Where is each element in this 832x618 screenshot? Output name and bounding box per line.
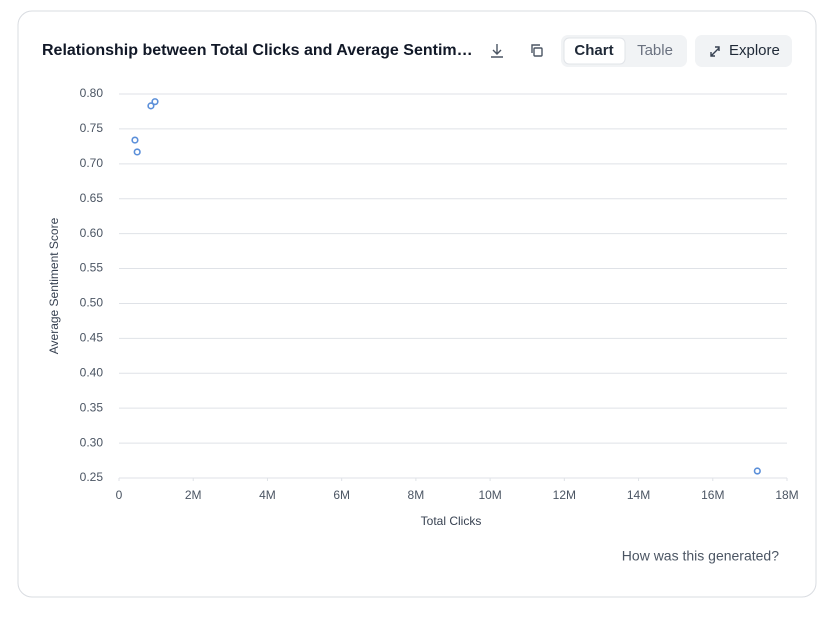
y-tick-label: 0.30 bbox=[80, 435, 104, 449]
chart-tab-label[interactable]: Chart bbox=[574, 42, 613, 59]
x-tick-label: 0 bbox=[116, 488, 123, 502]
x-axis-label: Total Clicks bbox=[421, 514, 482, 528]
x-tick-label: 10M bbox=[478, 488, 501, 502]
scatter-point bbox=[147, 102, 155, 110]
card-title: Relationship between Total Clicks and Av… bbox=[42, 42, 473, 59]
help-link[interactable]: How was this generated? bbox=[622, 548, 779, 564]
card bbox=[17, 10, 817, 598]
scatter-point bbox=[151, 98, 159, 106]
scatter-point bbox=[753, 467, 761, 475]
x-tick-label: 4M bbox=[259, 488, 276, 502]
copy-button[interactable] bbox=[531, 44, 543, 57]
y-tick-label: 0.55 bbox=[80, 261, 104, 275]
scatter-point bbox=[133, 148, 141, 156]
y-tick-label: 0.80 bbox=[80, 86, 104, 100]
y-tick-label: 0.75 bbox=[80, 121, 104, 135]
y-tick-label: 0.70 bbox=[80, 156, 104, 170]
y-tick-label: 0.25 bbox=[80, 470, 104, 484]
y-tick-label: 0.40 bbox=[80, 365, 104, 379]
x-tick-label: 6M bbox=[333, 488, 350, 502]
download-icon bbox=[491, 44, 503, 58]
copy-icon-back bbox=[531, 44, 540, 53]
y-axis-label: Average Sentiment Score bbox=[47, 217, 61, 354]
y-tick-label: 0.60 bbox=[80, 226, 104, 240]
copy-icon bbox=[533, 47, 543, 57]
x-tick-label: 14M bbox=[627, 488, 650, 502]
scatter-point bbox=[131, 136, 139, 144]
table-tab-label[interactable]: Table bbox=[637, 42, 673, 59]
explore-button[interactable] bbox=[695, 35, 792, 67]
x-tick-label: 2M bbox=[185, 488, 202, 502]
chart-tab[interactable] bbox=[563, 37, 626, 65]
explore-icon bbox=[710, 46, 720, 57]
x-tick-label: 12M bbox=[553, 488, 576, 502]
x-tick-label: 8M bbox=[408, 488, 425, 502]
download-button[interactable] bbox=[491, 44, 503, 58]
explore-label[interactable]: Explore bbox=[729, 42, 780, 59]
y-tick-label: 0.35 bbox=[80, 400, 104, 414]
y-tick-label: 0.45 bbox=[80, 331, 104, 345]
y-tick-label: 0.50 bbox=[80, 296, 104, 310]
x-tick-label: 18M bbox=[775, 488, 798, 502]
x-tick-label: 16M bbox=[701, 488, 724, 502]
y-tick-label: 0.65 bbox=[80, 191, 104, 205]
